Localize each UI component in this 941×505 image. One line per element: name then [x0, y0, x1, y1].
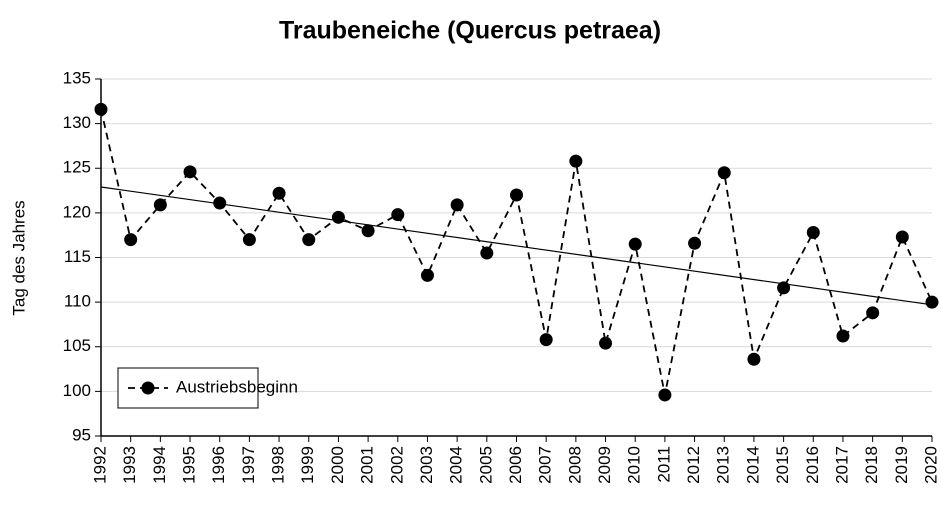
x-tick-label: 2008	[565, 446, 584, 484]
x-tick-label: 1995	[180, 446, 199, 484]
y-tick-label: 110	[64, 292, 91, 311]
data-point	[94, 102, 108, 116]
data-point	[539, 333, 553, 347]
y-tick-label: 105	[63, 336, 91, 355]
trend-line	[100, 186, 933, 306]
x-tick-label: 1992	[90, 446, 109, 484]
x-tick-label: 1998	[269, 446, 288, 484]
x-tick-label: 2010	[625, 446, 644, 484]
data-point	[450, 198, 464, 212]
data-point	[242, 233, 256, 247]
data-point	[717, 166, 731, 180]
data-point	[688, 236, 702, 250]
x-tick-label: 2016	[803, 446, 822, 484]
data-point	[599, 336, 613, 350]
data-point	[361, 224, 375, 238]
data-point	[569, 154, 583, 168]
x-tick-label: 2019	[892, 446, 911, 484]
y-tick-label: 125	[63, 158, 91, 177]
legend-marker	[141, 381, 155, 395]
data-point	[628, 237, 642, 251]
x-tick-label: 2009	[595, 446, 614, 484]
x-tick-label: 2014	[743, 446, 762, 484]
data-point	[777, 281, 791, 295]
x-tick-label: 2006	[506, 446, 525, 484]
data-point	[866, 306, 880, 320]
data-point	[331, 210, 345, 224]
data-point	[420, 268, 434, 282]
data-point	[302, 233, 316, 247]
y-axis-label: Tag des Jahres	[9, 200, 28, 315]
y-tick-label: 100	[63, 381, 91, 400]
x-tick-label: 2015	[773, 446, 792, 484]
y-tick-label: 95	[72, 425, 91, 444]
data-point	[272, 186, 286, 200]
data-point	[213, 196, 227, 210]
x-tick-label: 2005	[476, 446, 495, 484]
data-point	[925, 295, 939, 309]
data-point	[391, 208, 405, 222]
x-tick-label: 2013	[714, 446, 733, 484]
series-line	[100, 109, 933, 396]
x-tick-label: 1999	[298, 446, 317, 484]
x-tick-label: 2007	[536, 446, 555, 484]
chart-title: Traubeneiche (Quercus petraea)	[279, 17, 661, 45]
data-point	[747, 352, 761, 366]
legend-label: Austriebsbeginn	[176, 377, 298, 396]
data-point	[153, 198, 167, 212]
data-point	[480, 246, 494, 260]
x-tick-label: 2002	[387, 446, 406, 484]
x-tick-label: 1997	[239, 446, 258, 484]
x-tick-label: 2017	[832, 446, 851, 484]
y-tick-label: 135	[63, 68, 91, 87]
x-tick-label: 2018	[862, 446, 881, 484]
data-point	[510, 188, 523, 202]
x-tick-label: 1996	[209, 446, 228, 484]
x-tick-label: 2001	[358, 446, 377, 484]
y-tick-label: 120	[63, 202, 91, 221]
x-tick-label: 2000	[328, 446, 347, 484]
y-tick-label: 130	[63, 113, 91, 132]
x-tick-label: 2020	[921, 446, 940, 484]
data-point	[658, 388, 672, 402]
x-tick-label: 2003	[417, 446, 436, 484]
x-tick-label: 2004	[447, 446, 466, 484]
y-tick-label: 115	[64, 247, 91, 266]
data-point	[895, 230, 909, 244]
data-point	[806, 226, 820, 240]
data-point	[124, 233, 138, 247]
x-tick-label: 2012	[684, 446, 703, 484]
x-tick-label: 1993	[120, 446, 139, 484]
data-point	[183, 165, 197, 179]
data-point	[836, 329, 850, 343]
x-tick-label: 1994	[150, 446, 169, 484]
x-tick-label: 2011	[654, 446, 673, 483]
